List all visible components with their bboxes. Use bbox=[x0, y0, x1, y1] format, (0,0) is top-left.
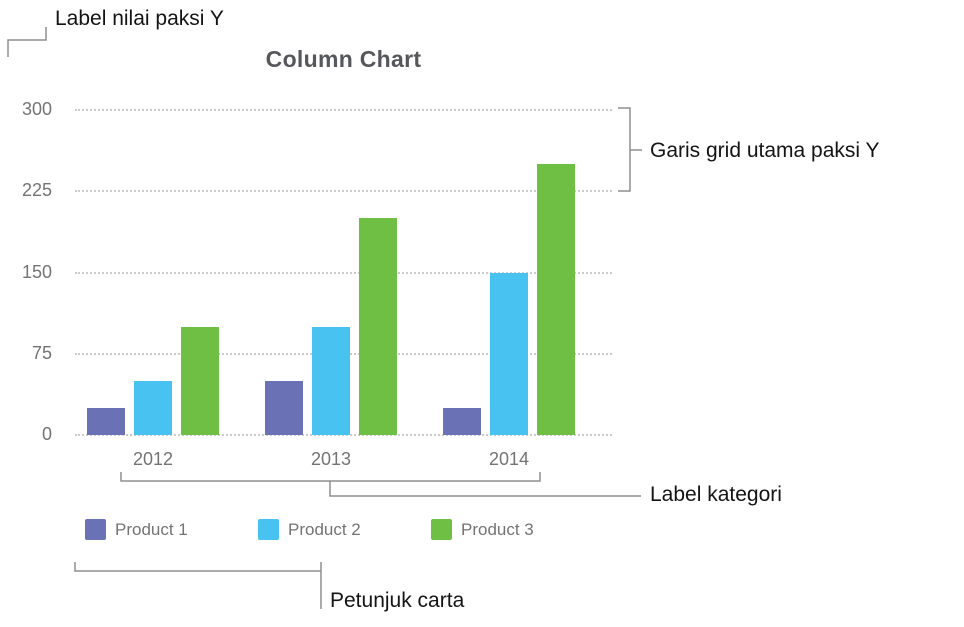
y-axis-tick-label: 0 bbox=[41, 424, 52, 444]
y-axis-tick-label: 75 bbox=[31, 342, 52, 363]
annotation-category-label: Label kategori bbox=[650, 483, 782, 506]
x-axis-category-label: 2012 bbox=[132, 449, 174, 469]
legend-bracket-line bbox=[74, 562, 322, 609]
gridline-bracket-line bbox=[618, 107, 642, 192]
y-gridline bbox=[75, 434, 612, 436]
legend-item: Product 3 bbox=[431, 519, 534, 540]
category-bracket-line bbox=[120, 472, 641, 497]
legend-swatch bbox=[431, 519, 452, 540]
y-axis-tick-label: 225 bbox=[21, 180, 52, 201]
y-gridline bbox=[75, 271, 612, 274]
legend-item: Product 2 bbox=[258, 519, 361, 540]
y-axis-label-connector-line bbox=[7, 27, 47, 57]
bar-product-1-2013 bbox=[265, 380, 303, 435]
y-axis-tick-label: 150 bbox=[21, 261, 52, 282]
bar-product-3-2012 bbox=[181, 326, 219, 435]
annotation-y-axis-value-label: Label nilai paksi Y bbox=[55, 7, 224, 30]
bar-product-1-2012 bbox=[87, 407, 125, 435]
chart-title: Column Chart bbox=[265, 46, 422, 72]
bar-product-1-2014 bbox=[443, 407, 481, 435]
bar-product-3-2013 bbox=[359, 218, 397, 435]
bar-product-3-2014 bbox=[537, 164, 575, 435]
legend-swatch bbox=[258, 519, 279, 540]
legend-swatch bbox=[85, 519, 106, 540]
x-axis-category-label: 2014 bbox=[488, 449, 530, 469]
bar-product-2-2013 bbox=[312, 326, 350, 435]
y-axis-tick-label: 300 bbox=[21, 99, 52, 119]
y-gridline bbox=[75, 109, 612, 111]
bar-product-2-2014 bbox=[490, 272, 528, 435]
bar-product-2-2012 bbox=[134, 380, 172, 435]
y-gridline bbox=[75, 190, 612, 193]
annotation-chart-legend: Petunjuk carta bbox=[330, 589, 465, 612]
legend-item-label: Product 1 bbox=[115, 519, 188, 539]
legend-item-label: Product 2 bbox=[288, 519, 361, 539]
annotation-y-major-gridlines: Garis grid utama paksi Y bbox=[650, 139, 880, 162]
legend-item-label: Product 3 bbox=[461, 519, 534, 539]
legend-item: Product 1 bbox=[85, 519, 188, 540]
x-axis-category-label: 2013 bbox=[310, 449, 352, 469]
